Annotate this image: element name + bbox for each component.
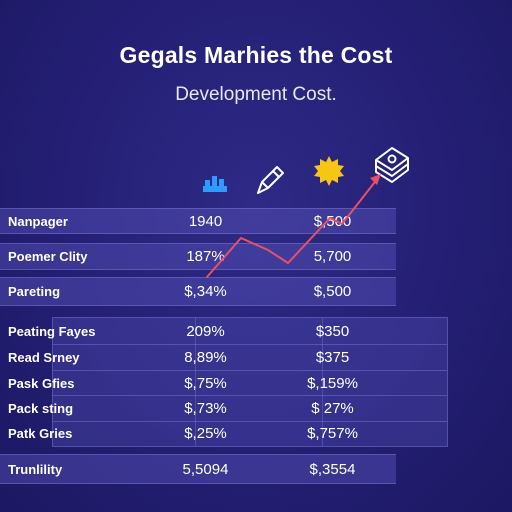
row-value: $,73% bbox=[184, 399, 227, 417]
row-label: Pack sting bbox=[8, 400, 74, 416]
row-cost: 5,700 bbox=[313, 248, 352, 265]
row-cost: $,757% bbox=[307, 424, 358, 442]
table-row: Patk Gries $,25% $,757% bbox=[0, 421, 396, 445]
row-label: Read Srney bbox=[8, 349, 80, 365]
total-row: Trunlility 5,5094 $,3554 bbox=[0, 454, 396, 484]
row-label: Poemer Clity bbox=[8, 249, 88, 264]
row-value: $,25% bbox=[184, 424, 227, 442]
pencil-icon bbox=[257, 166, 284, 194]
row-divider bbox=[53, 421, 447, 422]
money-stack-icon bbox=[375, 147, 409, 183]
row-divider bbox=[53, 395, 447, 396]
row-value: 209% bbox=[186, 322, 225, 340]
row-value: 5,5094 bbox=[182, 460, 229, 478]
table-row: Pareting $,34% $,500 bbox=[0, 277, 396, 306]
row-cost: $,500 bbox=[313, 283, 352, 300]
row-label: Nanpager bbox=[8, 213, 68, 229]
table-row: Pask Gfies $,75% $,159% bbox=[0, 371, 396, 395]
row-divider bbox=[53, 344, 447, 345]
page-subtitle: Development Cost. bbox=[175, 84, 337, 105]
table-row: Peating Fayes 209% $350 bbox=[0, 319, 396, 343]
sun-icon bbox=[314, 156, 344, 186]
table-row: Pack sting $,73% $ 27% bbox=[0, 396, 396, 420]
table-row: Poemer Clity 187% 5,700 bbox=[0, 243, 396, 270]
row-value: 187% bbox=[186, 248, 225, 265]
row-label: Pareting bbox=[8, 284, 61, 299]
row-cost: $ 27% bbox=[311, 399, 354, 417]
row-label: Peating Fayes bbox=[8, 323, 96, 339]
column-divider bbox=[195, 318, 196, 446]
row-cost: $,500 bbox=[313, 212, 352, 230]
row-value: $,34% bbox=[184, 283, 227, 300]
row-cost: $,159% bbox=[307, 374, 358, 392]
row-cost: $350 bbox=[315, 322, 350, 340]
cost-breakdown-table bbox=[52, 317, 448, 447]
row-cost: $,3554 bbox=[309, 460, 356, 478]
row-label: Pask Gfies bbox=[8, 375, 75, 391]
row-cost: $375 bbox=[315, 348, 350, 366]
row-label: Patk Gries bbox=[8, 425, 73, 441]
bar-chart-icon bbox=[203, 176, 227, 192]
row-label: Trunlility bbox=[8, 461, 63, 477]
row-value: 1940 bbox=[188, 212, 223, 230]
row-divider bbox=[53, 370, 447, 371]
table-row: Nanpager 1940 $,500 bbox=[0, 208, 396, 234]
row-value: 8,89% bbox=[184, 348, 227, 366]
table-row: Read Srney 8,89% $375 bbox=[0, 345, 396, 369]
row-value: $,75% bbox=[184, 374, 227, 392]
column-divider bbox=[322, 318, 323, 446]
page-title: Gegals Marhies the Cost bbox=[119, 42, 393, 68]
